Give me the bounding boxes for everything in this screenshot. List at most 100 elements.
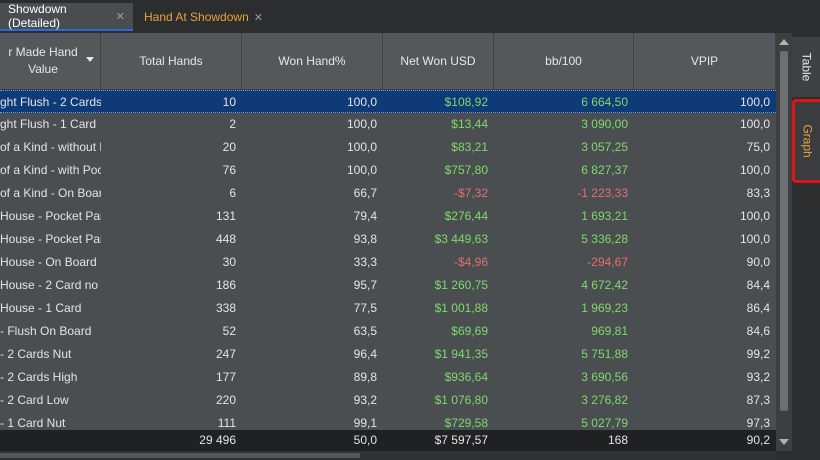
total-hands-cell: 20 — [222, 140, 236, 154]
net-won-cell: $83,21 — [451, 140, 488, 154]
won-hand-pct-cell: 79,4 — [353, 209, 377, 223]
total-hands-cell: 338 — [215, 301, 236, 315]
won-hand-pct-cell: 77,5 — [353, 301, 377, 315]
net-won-cell: $1 260,75 — [434, 278, 488, 292]
net-won-cell: -$4,96 — [453, 255, 488, 269]
made-hand-cell: House - Pocket Pair n — [0, 232, 101, 246]
tab-showdown-detailed[interactable]: Showdown (Detailed) ✕ — [0, 2, 133, 31]
vpip-cell: 75,0 — [746, 140, 770, 154]
table-row[interactable]: of a Kind - with Pock 76 100,0 $757,80 6 827… — [0, 159, 776, 182]
table-row[interactable]: - Flush On Board 52 63,5 $69,69 969,81 84,6 — [0, 320, 776, 343]
table-row[interactable]: - 1 Card Nut 111 99,1 $729,58 5 027,79 97,3 — [0, 412, 776, 430]
column-header-vpip[interactable]: VPIP — [634, 33, 776, 89]
total-cell: $7 597,57 — [434, 433, 488, 447]
table-row[interactable]: House - On Board 30 33,3 -$4,96 -294,67 90,0 — [0, 251, 776, 274]
net-won-cell: $69,69 — [451, 324, 488, 338]
sort-descending-icon — [86, 57, 94, 62]
made-hand-cell: - Flush On Board — [0, 324, 92, 338]
made-hand-cell: House - On Board — [0, 255, 97, 269]
bb-per-100-cell: -1 223,33 — [577, 186, 628, 200]
total-cell: 29 496 — [199, 433, 236, 447]
column-header-bb-per-100[interactable]: bb/100 — [494, 33, 634, 89]
table-row[interactable]: House - 1 Card 338 77,5 $1 001,88 1 969,23 86… — [0, 297, 776, 320]
vpip-cell: 100,0 — [739, 95, 770, 109]
scrollbar-thumb[interactable] — [0, 453, 360, 458]
stats-table: r Made Hand Value Total Hands Won Hand% … — [0, 33, 776, 451]
net-won-cell: $757,80 — [444, 163, 488, 177]
vpip-cell: 86,4 — [746, 301, 770, 315]
total-hands-cell: 2 — [229, 117, 236, 131]
scroll-down-icon[interactable] — [779, 439, 789, 445]
table-row[interactable]: of a Kind - without P 20 100,0 $83,21 3 057,… — [0, 136, 776, 159]
total-cell: 168 — [607, 433, 628, 447]
vpip-cell: 100,0 — [739, 163, 770, 177]
column-header-made-hand-value[interactable]: r Made Hand Value — [0, 33, 101, 89]
made-hand-cell: - 2 Cards High — [0, 370, 78, 384]
vpip-cell: 100,0 — [739, 209, 770, 223]
table-row[interactable]: ght Flush - 2 Cards 10 100,0 $108,92 6 664,5… — [0, 90, 776, 113]
side-tab-table[interactable]: Table — [792, 37, 820, 97]
net-won-cell: $729,58 — [444, 416, 488, 430]
bb-per-100-cell: 3 090,00 — [581, 117, 628, 131]
net-won-cell: $1 941,35 — [434, 347, 488, 361]
scroll-up-icon[interactable] — [779, 39, 789, 45]
horizontal-scrollbar[interactable] — [0, 451, 776, 460]
vpip-cell: 93,2 — [746, 370, 770, 384]
table-row[interactable]: - 2 Card Low 220 93,2 $1 076,80 3 276,82 87,3 — [0, 389, 776, 412]
bb-per-100-cell: 3 276,82 — [581, 393, 628, 407]
vertical-scrollbar[interactable] — [776, 33, 792, 451]
table-row[interactable]: ght Flush - 1 Card 2 100,0 $13,44 3 090,00 10… — [0, 113, 776, 136]
document-tab-bar: Showdown (Detailed) ✕ Hand At Showdown ✕ — [0, 0, 820, 33]
side-tab-label: Graph — [800, 124, 815, 158]
bb-per-100-cell: 1 969,23 — [581, 301, 628, 315]
scrollbar-thumb[interactable] — [780, 51, 788, 411]
table-row[interactable]: House - Pocket Pair T 131 79,4 $276,44 1 693… — [0, 205, 776, 228]
won-hand-pct-cell: 96,4 — [353, 347, 377, 361]
column-header-label: Net Won USD — [400, 53, 476, 68]
column-header-label: bb/100 — [545, 53, 582, 68]
table-row[interactable]: - 2 Cards High 177 89,8 $936,64 3 690,56 93,2 — [0, 366, 776, 389]
table-row[interactable]: of a Kind - On Boarc 6 66,7 -$7,32 -1 223,33… — [0, 182, 776, 205]
won-hand-pct-cell: 100,0 — [346, 95, 377, 109]
close-icon[interactable]: ✕ — [253, 11, 263, 24]
table-row[interactable]: House - Pocket Pair n 448 93,8 $3 449,63 5 3… — [0, 228, 776, 251]
column-header-total-hands[interactable]: Total Hands — [101, 33, 242, 89]
table-row[interactable]: House - 2 Card no Po 186 95,7 $1 260,75 4 67… — [0, 274, 776, 297]
won-hand-pct-cell: 99,1 — [353, 416, 377, 430]
tab-hand-at-showdown[interactable]: Hand At Showdown ✕ — [136, 3, 271, 31]
vpip-cell: 83,3 — [746, 186, 770, 200]
table-body: ght Flush - 2 Cards 10 100,0 $108,92 6 664,5… — [0, 90, 776, 430]
net-won-cell: $3 449,63 — [434, 232, 488, 246]
won-hand-pct-cell: 93,8 — [353, 232, 377, 246]
vpip-cell: 90,0 — [746, 255, 770, 269]
net-won-cell: $1 001,88 — [434, 301, 488, 315]
total-hands-cell: 52 — [222, 324, 236, 338]
close-icon[interactable]: ✕ — [115, 10, 125, 23]
made-hand-cell: - 1 Card Nut — [0, 416, 66, 430]
table-header: r Made Hand Value Total Hands Won Hand% … — [0, 33, 776, 90]
won-hand-pct-cell: 33,3 — [353, 255, 377, 269]
won-hand-pct-cell: 100,0 — [346, 163, 377, 177]
won-hand-pct-cell: 93,2 — [353, 393, 377, 407]
total-hands-cell: 220 — [215, 393, 236, 407]
made-hand-cell: of a Kind - On Boarc — [0, 186, 101, 200]
bb-per-100-cell: 6 664,50 — [581, 95, 628, 109]
bb-per-100-cell: 3 057,25 — [581, 140, 628, 154]
bb-per-100-cell: 5 751,88 — [581, 347, 628, 361]
vpip-cell: 97,3 — [746, 416, 770, 430]
side-tab-graph[interactable]: Graph — [792, 99, 820, 183]
table-row[interactable]: - 2 Cards Nut 247 96,4 $1 941,35 5 751,88 99,… — [0, 343, 776, 366]
column-header-won-hand-pct[interactable]: Won Hand% — [242, 33, 383, 89]
vpip-cell: 100,0 — [739, 117, 770, 131]
total-hands-cell: 30 — [222, 255, 236, 269]
column-header-net-won-usd[interactable]: Net Won USD — [383, 33, 494, 89]
total-cell: 90,2 — [746, 433, 770, 447]
won-hand-pct-cell: 95,7 — [353, 278, 377, 292]
column-header-label: VPIP — [690, 53, 719, 68]
total-hands-cell: 111 — [217, 416, 236, 430]
made-hand-cell: House - 1 Card — [0, 301, 82, 315]
bb-per-100-cell: -294,67 — [587, 255, 628, 269]
column-header-label: Won Hand% — [278, 53, 346, 68]
total-cell: 50,0 — [353, 433, 377, 447]
bb-per-100-cell: 3 690,56 — [581, 370, 628, 384]
